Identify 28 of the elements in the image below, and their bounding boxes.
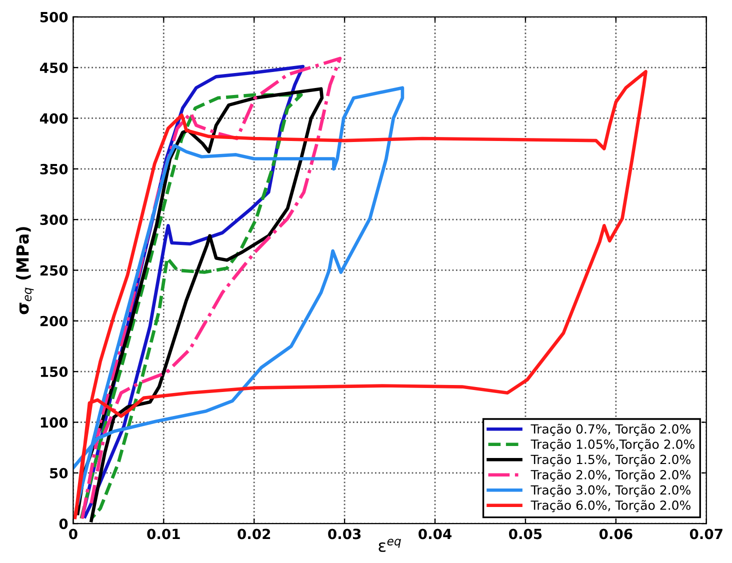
x-axis-title: ε$^{eq}$ — [378, 538, 401, 552]
y-tick-label: 500 — [40, 12, 68, 22]
y-tick-label: 250 — [40, 265, 68, 276]
y-tick-label: 450 — [40, 62, 68, 74]
y-axis-title: σ$_{eq}$ (MPa) — [16, 227, 34, 314]
legend-label: Tração 0.7%, Torção 2.0% — [530, 424, 690, 436]
y-tick-label: 400 — [40, 113, 68, 124]
y-tick-label: 200 — [40, 316, 68, 326]
y-tick-label: 100 — [40, 417, 68, 428]
x-tick-label: 0.02 — [238, 528, 270, 540]
x-tick-label: 0.06 — [599, 528, 632, 540]
x-tick-label: 0.03 — [328, 528, 361, 540]
x-tick-label: 0.07 — [690, 528, 722, 540]
x-tick-label: 0.05 — [509, 528, 542, 540]
y-tick-label: 150 — [40, 366, 68, 378]
legend-label: Tração 2.0%, Torção 2.0% — [530, 470, 690, 482]
x-tick-label: 0.04 — [418, 528, 452, 540]
legend-label: Tração 3.0%, Torção 2.0% — [530, 484, 690, 497]
y-tick-label: 300 — [40, 214, 68, 226]
x-tick-label: 0.01 — [147, 528, 180, 540]
y-tick-label: 50 — [50, 468, 68, 478]
line-series — [73, 86, 404, 505]
x-tick-label: 0 — [69, 528, 78, 540]
y-tick-label: 350 — [40, 164, 68, 174]
y-tick-label: 0 — [59, 518, 68, 530]
legend-label: Tração 1.05%,Torção 2.0% — [530, 439, 694, 452]
legend-label: Tração 1.5%, Torção 2.0% — [530, 454, 690, 466]
legend-label: Tração 6.0%, Torção 2.0% — [530, 500, 690, 512]
